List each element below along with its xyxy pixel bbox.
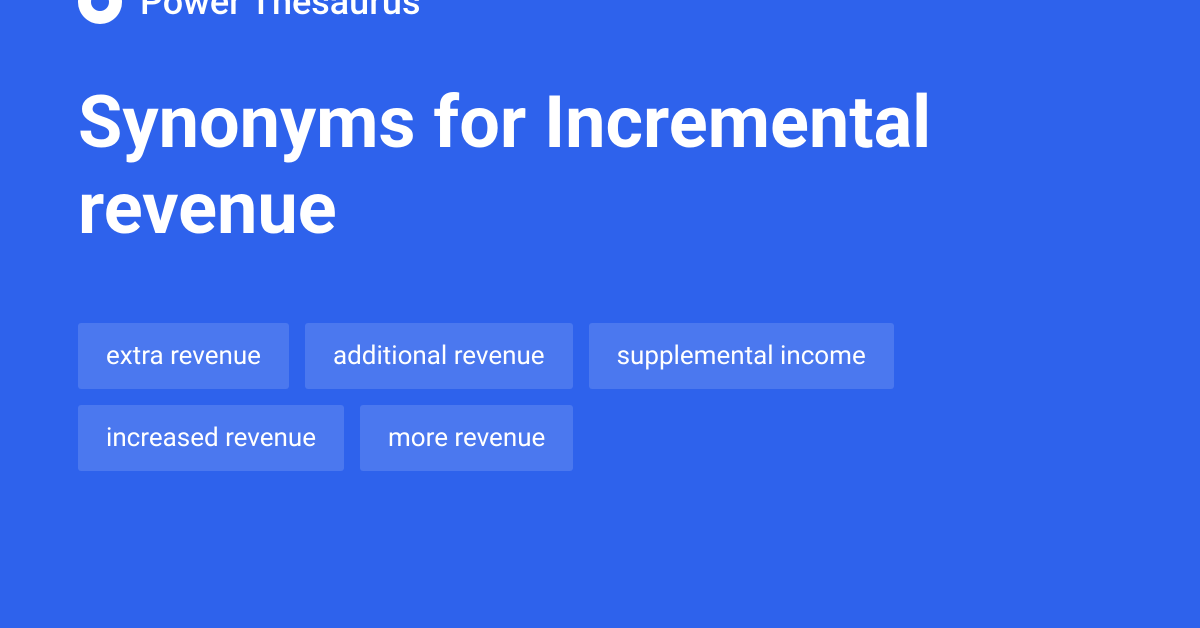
header: Power Thesaurus (78, 0, 1122, 24)
page-title: Synonyms for Incremental revenue (78, 80, 1122, 253)
synonym-chip[interactable]: additional revenue (305, 323, 573, 389)
synonym-chip[interactable]: extra revenue (78, 323, 289, 389)
synonym-chips: extra revenue additional revenue supplem… (78, 323, 1122, 471)
logo-icon (78, 0, 122, 24)
synonym-chip[interactable]: more revenue (360, 405, 573, 471)
synonym-chip[interactable]: increased revenue (78, 405, 344, 471)
synonym-chip[interactable]: supplemental income (589, 323, 894, 389)
brand-name: Power Thesaurus (140, 0, 420, 23)
